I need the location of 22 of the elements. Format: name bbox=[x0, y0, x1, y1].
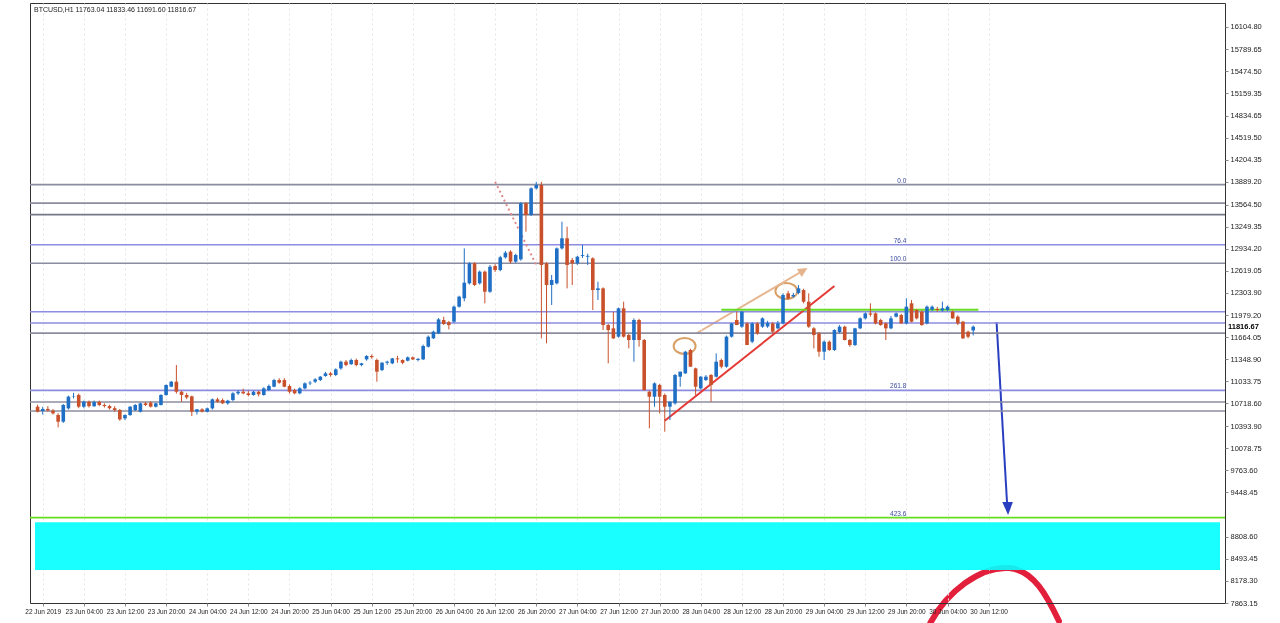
candlestick bbox=[750, 321, 754, 344]
candlestick bbox=[585, 253, 590, 266]
candlestick bbox=[375, 358, 379, 383]
candlestick bbox=[61, 403, 66, 424]
candlestick bbox=[822, 339, 826, 361]
candlestick bbox=[56, 412, 60, 428]
candlestick bbox=[195, 408, 199, 416]
candlestick bbox=[606, 323, 611, 364]
candlestick bbox=[662, 393, 667, 433]
candlestick bbox=[596, 281, 600, 301]
candlestick bbox=[714, 352, 718, 378]
candlestick bbox=[637, 318, 641, 348]
candlestick bbox=[483, 270, 487, 304]
candlestick bbox=[524, 201, 528, 233]
candlestick bbox=[560, 221, 564, 251]
candlestick bbox=[868, 302, 873, 318]
candlestick bbox=[580, 244, 585, 259]
candlestick bbox=[493, 263, 497, 273]
candlestick bbox=[709, 373, 713, 403]
candlestick bbox=[344, 359, 348, 367]
candlestick bbox=[369, 353, 374, 360]
candlestick bbox=[632, 317, 636, 363]
